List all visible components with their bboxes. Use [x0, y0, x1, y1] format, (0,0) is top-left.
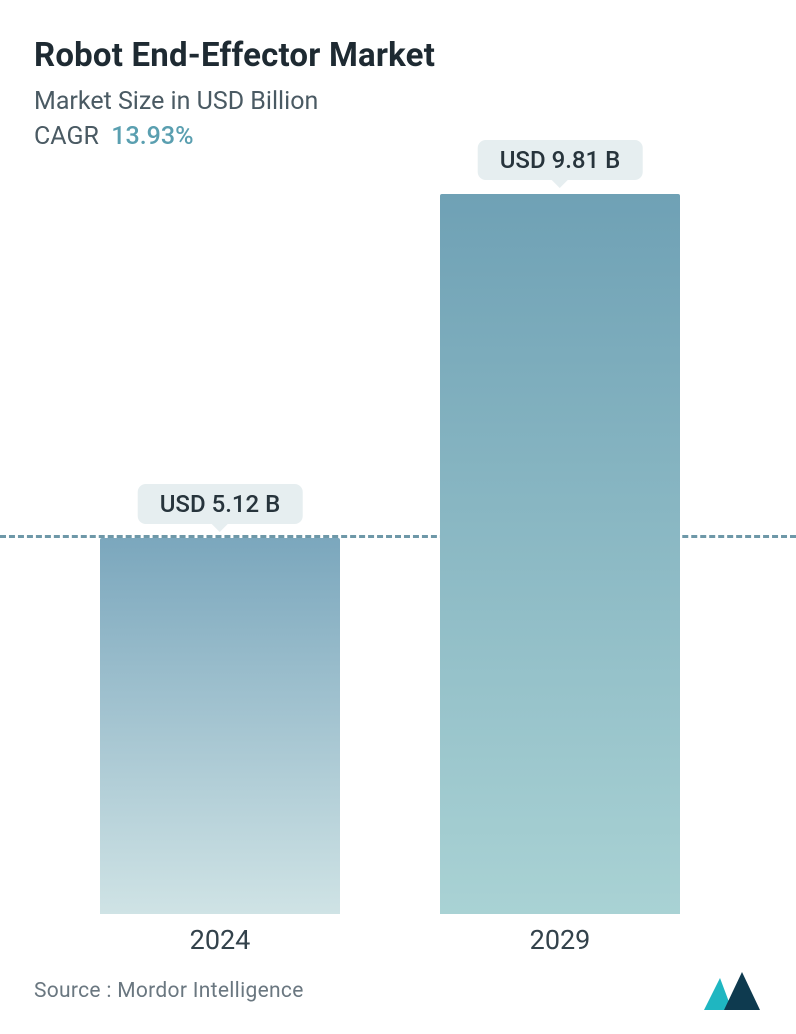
bar — [100, 538, 340, 914]
chart-plot-area: USD 5.12 BUSD 9.81 B — [0, 180, 796, 914]
bar-value-label: USD 9.81 B — [478, 140, 643, 180]
bar — [440, 194, 680, 914]
bar-value-label: USD 5.12 B — [138, 484, 303, 524]
cagr-row: CAGR 13.93% — [34, 122, 762, 151]
chart-footer: Source : Mordor Intelligence — [34, 970, 762, 1012]
chart-subtitle: Market Size in USD Billion — [34, 87, 762, 116]
x-axis-label: 2029 — [530, 924, 591, 956]
source-attribution: Source : Mordor Intelligence — [34, 979, 304, 1003]
x-axis-labels: 2024 2029 — [0, 924, 796, 964]
cagr-label: CAGR — [34, 122, 99, 151]
chart-title: Robot End-Effector Market — [34, 36, 762, 75]
mordor-logo-icon — [702, 970, 762, 1012]
cagr-value: 13.93% — [111, 122, 193, 151]
x-axis-label: 2024 — [190, 924, 251, 956]
